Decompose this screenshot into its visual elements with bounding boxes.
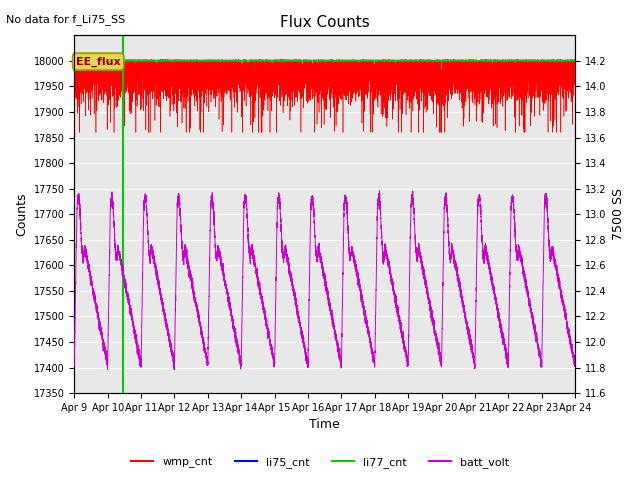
Legend: wmp_cnt, li75_cnt, li77_cnt, batt_volt: wmp_cnt, li75_cnt, li77_cnt, batt_volt (127, 452, 513, 472)
Y-axis label: 7500 SS: 7500 SS (612, 188, 625, 240)
Y-axis label: Counts: Counts (15, 192, 28, 236)
Text: No data for f_Li75_SS: No data for f_Li75_SS (6, 14, 125, 25)
X-axis label: Time: Time (309, 419, 340, 432)
Title: Flux Counts: Flux Counts (280, 15, 369, 30)
Text: EE_flux: EE_flux (76, 57, 120, 67)
